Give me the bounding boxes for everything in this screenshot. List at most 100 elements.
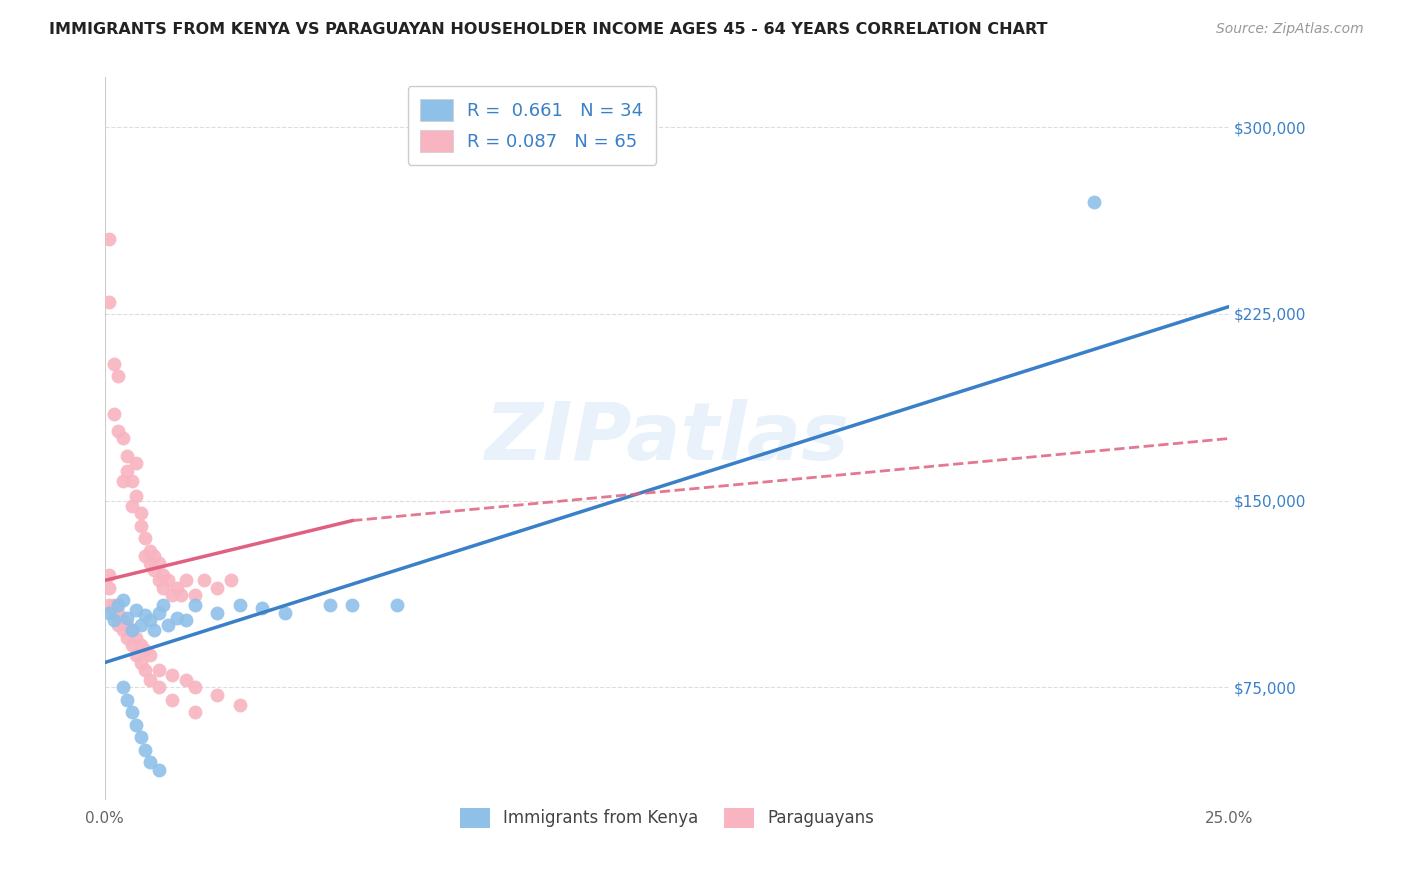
- Text: IMMIGRANTS FROM KENYA VS PARAGUAYAN HOUSEHOLDER INCOME AGES 45 - 64 YEARS CORREL: IMMIGRANTS FROM KENYA VS PARAGUAYAN HOUS…: [49, 22, 1047, 37]
- Point: [219, 574, 242, 588]
- Point: [340, 599, 363, 613]
- Point: [160, 693, 183, 707]
- Point: [103, 407, 125, 421]
- Point: [205, 606, 228, 620]
- Point: [111, 613, 134, 627]
- Point: [107, 424, 129, 438]
- Point: [174, 673, 197, 687]
- Point: [134, 608, 156, 623]
- Point: [138, 613, 160, 627]
- Point: [148, 606, 170, 620]
- Point: [121, 474, 143, 488]
- Point: [121, 624, 143, 638]
- Point: [115, 611, 138, 625]
- Point: [125, 489, 148, 503]
- Point: [134, 663, 156, 677]
- Point: [121, 706, 143, 720]
- Point: [156, 618, 179, 632]
- Point: [170, 588, 193, 602]
- Point: [103, 599, 125, 613]
- Point: [115, 449, 138, 463]
- Point: [121, 638, 143, 652]
- Point: [143, 564, 166, 578]
- Point: [129, 518, 152, 533]
- Point: [111, 681, 134, 695]
- Point: [134, 742, 156, 756]
- Point: [160, 588, 183, 602]
- Point: [125, 603, 148, 617]
- Point: [143, 624, 166, 638]
- Point: [228, 698, 250, 712]
- Point: [103, 613, 125, 627]
- Point: [98, 581, 121, 595]
- Point: [129, 506, 152, 520]
- Point: [115, 464, 138, 478]
- Point: [129, 731, 152, 745]
- Point: [138, 556, 160, 570]
- Point: [129, 618, 152, 632]
- Point: [129, 656, 152, 670]
- Point: [138, 543, 160, 558]
- Point: [174, 613, 197, 627]
- Point: [205, 688, 228, 702]
- Point: [148, 763, 170, 777]
- Point: [121, 624, 143, 638]
- Point: [107, 618, 129, 632]
- Point: [1083, 194, 1105, 209]
- Point: [98, 568, 121, 582]
- Point: [152, 568, 174, 582]
- Point: [111, 474, 134, 488]
- Point: [103, 606, 125, 620]
- Point: [111, 624, 134, 638]
- Point: [152, 581, 174, 595]
- Point: [111, 593, 134, 607]
- Point: [103, 357, 125, 371]
- Text: Source: ZipAtlas.com: Source: ZipAtlas.com: [1216, 22, 1364, 37]
- Point: [166, 581, 188, 595]
- Point: [129, 638, 152, 652]
- Point: [98, 294, 121, 309]
- Point: [125, 718, 148, 732]
- Point: [183, 681, 205, 695]
- Point: [138, 648, 160, 662]
- Point: [148, 574, 170, 588]
- Text: ZIPatlas: ZIPatlas: [485, 400, 849, 477]
- Point: [148, 556, 170, 570]
- Point: [156, 574, 179, 588]
- Point: [148, 681, 170, 695]
- Point: [134, 549, 156, 563]
- Point: [125, 456, 148, 470]
- Point: [134, 643, 156, 657]
- Point: [138, 755, 160, 769]
- Point: [138, 673, 160, 687]
- Point: [134, 531, 156, 545]
- Point: [111, 432, 134, 446]
- Point: [107, 606, 129, 620]
- Point: [115, 618, 138, 632]
- Point: [125, 648, 148, 662]
- Point: [205, 581, 228, 595]
- Point: [160, 668, 183, 682]
- Point: [318, 599, 340, 613]
- Point: [107, 599, 129, 613]
- Point: [250, 600, 273, 615]
- Point: [148, 663, 170, 677]
- Point: [183, 588, 205, 602]
- Point: [174, 574, 197, 588]
- Point: [228, 599, 250, 613]
- Point: [385, 599, 408, 613]
- Point: [166, 611, 188, 625]
- Point: [121, 499, 143, 513]
- Point: [115, 693, 138, 707]
- Point: [115, 631, 138, 645]
- Legend: Immigrants from Kenya, Paraguayans: Immigrants from Kenya, Paraguayans: [453, 801, 880, 835]
- Point: [193, 574, 215, 588]
- Point: [143, 549, 166, 563]
- Point: [98, 599, 121, 613]
- Point: [98, 232, 121, 246]
- Point: [183, 706, 205, 720]
- Point: [125, 631, 148, 645]
- Point: [152, 599, 174, 613]
- Point: [98, 606, 121, 620]
- Point: [273, 606, 295, 620]
